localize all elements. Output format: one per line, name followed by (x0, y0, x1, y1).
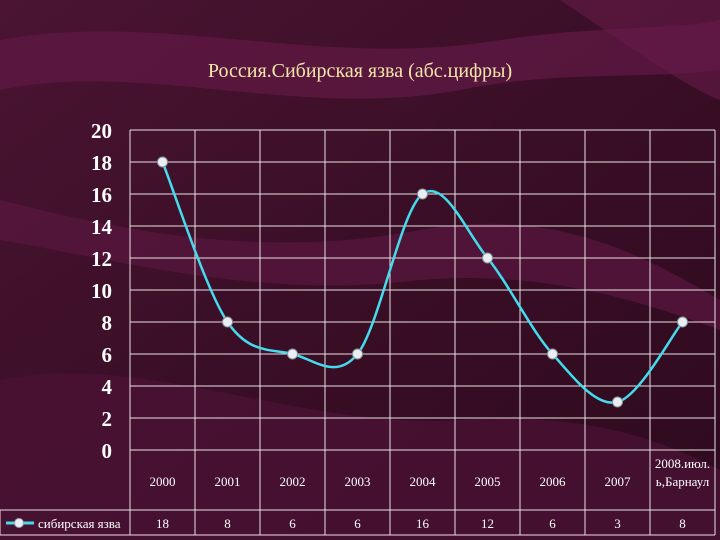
table-value: 18 (156, 516, 169, 531)
y-tick-label: 8 (102, 311, 113, 335)
data-point-marker (612, 396, 623, 408)
x-category-label: 2004 (410, 474, 437, 489)
x-category-label: 2000 (150, 474, 176, 489)
y-tick-label: 16 (91, 183, 112, 207)
data-point-marker (677, 316, 688, 328)
table-value: 16 (416, 516, 430, 531)
y-tick-label: 4 (102, 375, 113, 399)
data-point-marker (287, 348, 298, 360)
x-category-label: 2002 (280, 474, 306, 489)
table-value: 3 (614, 516, 621, 531)
x-category-label: ь,Барнаул (656, 474, 710, 489)
x-category-label: 2006 (540, 474, 567, 489)
y-tick-label: 20 (91, 119, 112, 143)
x-category-label: 2007 (605, 474, 632, 489)
table-value: 8 (224, 516, 231, 531)
legend-marker-swatch (14, 518, 24, 528)
table-value: 8 (679, 516, 686, 531)
series-line (161, 161, 684, 404)
y-tick-label: 0 (102, 439, 113, 463)
x-category-label: 2005 (475, 474, 501, 489)
line-chart: 0 2 4 6 8 10 12 14 16 18 20 2000 2001 2002 2003 2004 200… (0, 119, 716, 536)
y-tick-label: 14 (91, 215, 113, 239)
data-point-marker (222, 316, 233, 328)
data-point-marker (352, 348, 363, 360)
data-point-marker (482, 252, 493, 264)
y-tick-label: 10 (91, 279, 112, 303)
chart-title: Россия.Сибирская язва (абс.цифры) (207, 60, 513, 82)
x-category-label: 2001 (215, 474, 241, 489)
y-tick-label: 2 (102, 407, 113, 431)
y-tick-label: 6 (102, 343, 113, 367)
legend-series-label: сибирская язва (38, 516, 121, 531)
y-tick-label: 12 (91, 247, 112, 271)
table-value: 6 (289, 516, 296, 531)
data-point-marker (547, 348, 558, 360)
table-value: 12 (481, 516, 494, 531)
data-point-marker (417, 188, 428, 200)
x-category-label: 2003 (345, 474, 371, 489)
table-value: 6 (549, 516, 556, 531)
table-value: 6 (354, 516, 361, 531)
y-tick-label: 18 (91, 151, 112, 175)
x-category-label: 2008.июл. (655, 456, 710, 471)
data-point-marker (157, 156, 168, 168)
